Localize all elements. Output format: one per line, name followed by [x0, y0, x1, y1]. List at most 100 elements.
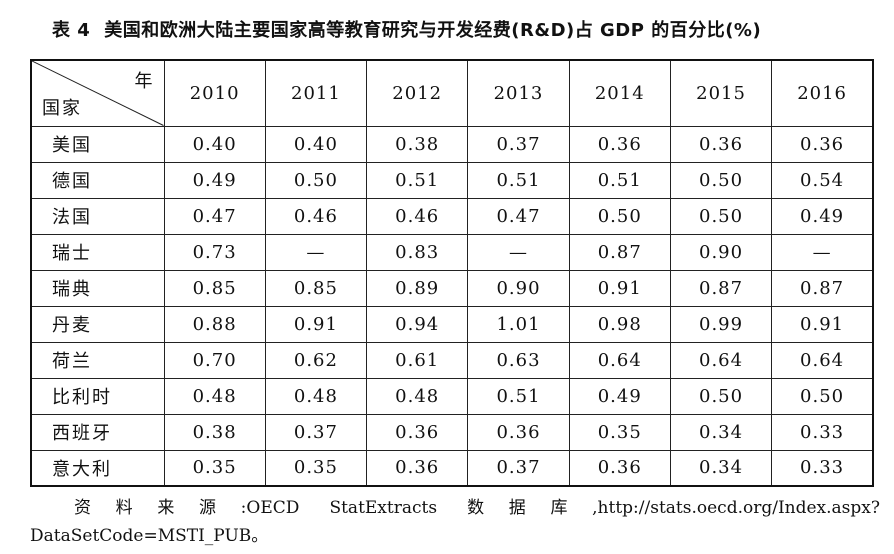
- value-cell: 0.36: [366, 413, 469, 451]
- value-cell: —: [264, 233, 368, 271]
- table-title: 美国和欧洲大陆主要国家高等教育研究与开发经费(R&D)占 GDP 的百分比(%): [104, 20, 762, 41]
- value-cell: 0.90: [669, 233, 773, 271]
- year-header: 2013: [467, 59, 570, 127]
- value-cell: 0.46: [366, 197, 469, 235]
- value-cell: —: [467, 233, 570, 271]
- value-cell: 0.36: [771, 125, 874, 163]
- table-body: 美国 0.40 0.40 0.38 0.37 0.36 0.36 0.36 德国 0.49 0.50…: [30, 125, 874, 487]
- country-cell: 比利时: [30, 377, 165, 415]
- value-cell: 0.50: [568, 197, 671, 235]
- year-header: 2014: [568, 59, 671, 127]
- value-cell: 0.37: [264, 413, 368, 451]
- table-row: 瑞士 0.73—0.83—0.87 0.90—: [30, 233, 874, 271]
- corner-country-label: 国家: [42, 97, 82, 119]
- value-cell: 0.49: [771, 197, 874, 235]
- value-cell: 0.51: [568, 161, 671, 199]
- value-cell: 0.37: [467, 449, 570, 487]
- table-row: 比利时 0.48 0.48 0.48 0.51 0.49 0.50 0.50: [30, 377, 874, 415]
- year-header: 2015: [669, 59, 773, 127]
- value-cell: —: [771, 233, 874, 271]
- value-cell: 0.46: [264, 197, 368, 235]
- country-cell: 荷兰: [30, 341, 165, 379]
- value-cell: 0.36: [669, 125, 773, 163]
- table-row: 德国 0.49 0.50 0.51 0.51 0.51 0.50 0.54: [30, 161, 874, 199]
- value-cell: 0.35: [163, 449, 266, 487]
- country-cell: 德国: [30, 161, 165, 199]
- value-cell: 0.50: [669, 161, 773, 199]
- value-cell: 0.64: [568, 341, 671, 379]
- data-table: 年 国家 2010 2011 2012 2013 2014 2015 2016 …: [30, 59, 874, 487]
- value-cell: 0.98: [568, 305, 671, 343]
- value-cell: 0.51: [467, 161, 570, 199]
- value-cell: 0.64: [669, 341, 773, 379]
- country-cell: 瑞典: [30, 269, 165, 307]
- value-cell: 1.01: [467, 305, 570, 343]
- value-cell: 0.49: [163, 161, 266, 199]
- value-cell: 0.85: [163, 269, 266, 307]
- year-header: 2011: [264, 59, 368, 127]
- value-cell: 0.47: [467, 197, 570, 235]
- table-row: 瑞典 0.85 0.85 0.89 0.90 0.91 0.87 0.87: [30, 269, 874, 307]
- value-cell: 0.33: [771, 449, 874, 487]
- value-cell: 0.90: [467, 269, 570, 307]
- table-number: 表 4: [52, 20, 91, 41]
- value-cell: 0.70: [163, 341, 266, 379]
- value-cell: 0.50: [771, 377, 874, 415]
- value-cell: 0.34: [669, 449, 773, 487]
- value-cell: 0.48: [264, 377, 368, 415]
- value-cell: 0.37: [467, 125, 570, 163]
- value-cell: 0.50: [669, 197, 773, 235]
- value-cell: 0.88: [163, 305, 266, 343]
- value-cell: 0.36: [467, 413, 570, 451]
- table-row: 法国 0.47 0.46 0.46 0.47 0.50 0.50 0.49: [30, 197, 874, 235]
- value-cell: 0.48: [163, 377, 266, 415]
- value-cell: 0.73: [163, 233, 266, 271]
- value-cell: 0.36: [366, 449, 469, 487]
- table-row: 西班牙 0.38 0.37 0.36 0.36 0.35 0.34 0.33: [30, 413, 874, 451]
- value-cell: 0.87: [669, 269, 773, 307]
- source-note: 资料来源:OECD StatExtracts 数据库,http://stats.…: [30, 498, 880, 546]
- value-cell: 0.47: [163, 197, 266, 235]
- value-cell: 0.34: [669, 413, 773, 451]
- value-cell: 0.50: [264, 161, 368, 199]
- value-cell: 0.91: [264, 305, 368, 343]
- value-cell: 0.40: [264, 125, 368, 163]
- value-cell: 0.51: [366, 161, 469, 199]
- country-cell: 丹麦: [30, 305, 165, 343]
- value-cell: 0.63: [467, 341, 570, 379]
- year-header: 2016: [771, 59, 874, 127]
- diagonal-divider: [32, 61, 164, 126]
- value-cell: 0.64: [771, 341, 874, 379]
- value-cell: 0.61: [366, 341, 469, 379]
- table-row: 美国 0.40 0.40 0.38 0.37 0.36 0.36 0.36: [30, 125, 874, 163]
- value-cell: 0.94: [366, 305, 469, 343]
- value-cell: 0.85: [264, 269, 368, 307]
- country-cell: 法国: [30, 197, 165, 235]
- value-cell: 0.62: [264, 341, 368, 379]
- table-row: 荷兰 0.70 0.62 0.61 0.63 0.64 0.64 0.64: [30, 341, 874, 379]
- value-cell: 0.36: [568, 125, 671, 163]
- table-caption: 表 4 美国和欧洲大陆主要国家高等教育研究与开发经费(R&D)占 GDP 的百分比…: [52, 16, 872, 46]
- country-cell: 美国: [30, 125, 165, 163]
- value-cell: 0.50: [669, 377, 773, 415]
- country-cell: 西班牙: [30, 413, 165, 451]
- value-cell: 0.38: [366, 125, 469, 163]
- value-cell: 0.35: [568, 413, 671, 451]
- year-header: 2012: [366, 59, 469, 127]
- table-row: 意大利 0.35 0.35 0.36 0.37 0.36 0.34 0.33: [30, 449, 874, 487]
- value-cell: 0.35: [264, 449, 368, 487]
- value-cell: 0.49: [568, 377, 671, 415]
- value-cell: 0.91: [771, 305, 874, 343]
- value-cell: 0.33: [771, 413, 874, 451]
- value-cell: 0.40: [163, 125, 266, 163]
- table-row: 丹麦 0.88 0.91 0.94 1.01 0.98 0.99 0.91: [30, 305, 874, 343]
- value-cell: 0.54: [771, 161, 874, 199]
- country-cell: 瑞士: [30, 233, 165, 271]
- year-header: 2010: [163, 59, 266, 127]
- value-cell: 0.91: [568, 269, 671, 307]
- value-cell: 0.99: [669, 305, 773, 343]
- value-cell: 0.89: [366, 269, 469, 307]
- corner-year-label: 年: [134, 71, 154, 92]
- value-cell: 0.51: [467, 377, 570, 415]
- corner-header-cell: 年 国家: [30, 59, 165, 127]
